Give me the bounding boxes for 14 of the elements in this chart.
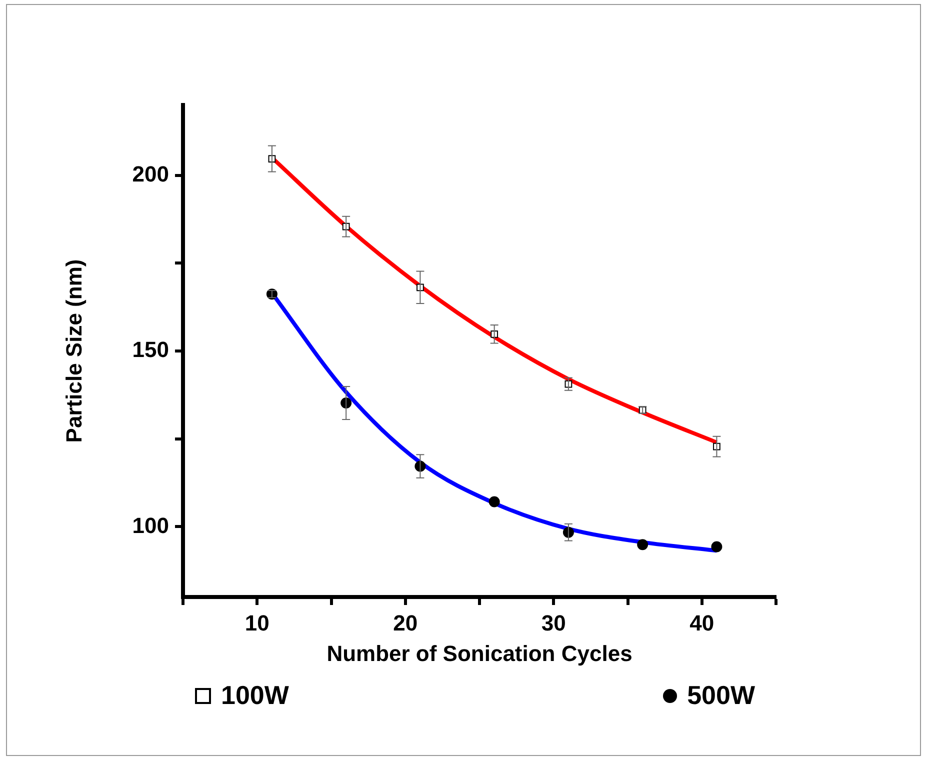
x-axis-title: Number of Sonication Cycles xyxy=(326,640,632,666)
x-tick-label: 40 xyxy=(690,610,714,636)
legend-label: 500W xyxy=(687,680,755,711)
y-axis-title: Particle Size (nm) xyxy=(61,259,86,443)
x-tick-label: 10 xyxy=(244,610,270,636)
y-tick-label: 200 xyxy=(132,161,169,186)
point xyxy=(711,541,722,552)
point xyxy=(488,496,500,508)
point xyxy=(637,539,648,550)
x-tick-label: 20 xyxy=(393,610,418,636)
y-tick-label: 150 xyxy=(132,337,169,362)
y-tick-label: 100 xyxy=(132,512,169,538)
legend-label: 100W xyxy=(221,680,289,711)
x-tick-label: 30 xyxy=(541,610,566,636)
